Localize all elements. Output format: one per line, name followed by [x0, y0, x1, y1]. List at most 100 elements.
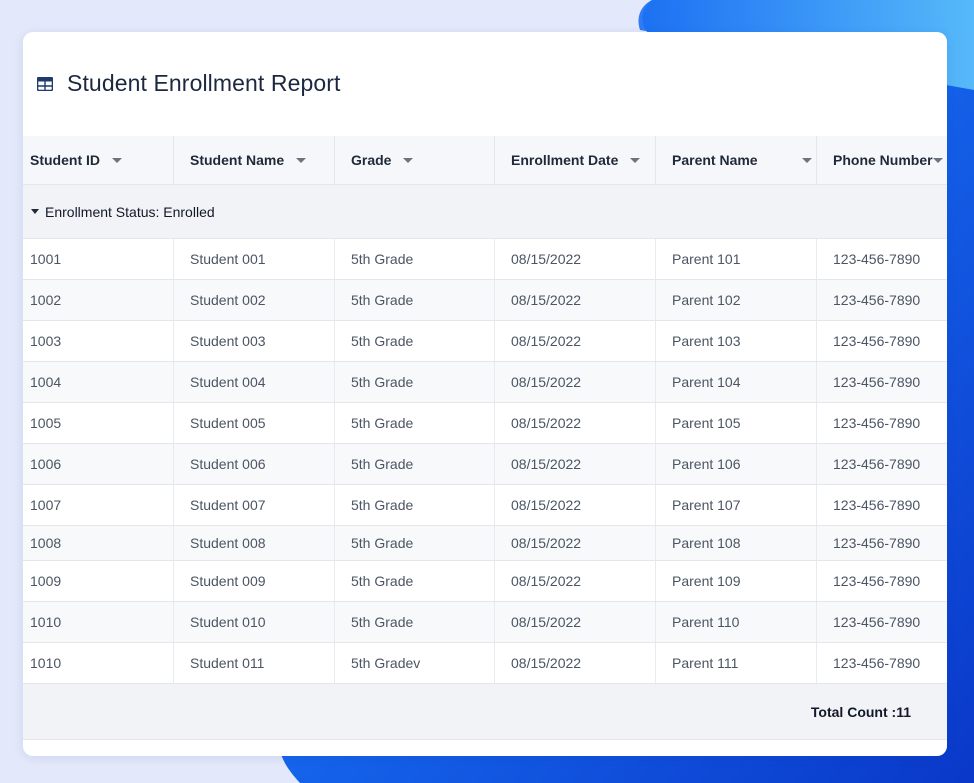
cell-parent-name: Parent 107: [656, 485, 817, 525]
cell-student-id: 1003: [23, 321, 174, 361]
cell-parent-name: Parent 102: [656, 280, 817, 320]
cell-student-name: Student 001: [174, 239, 335, 279]
cell-student-name: Student 007: [174, 485, 335, 525]
cell-parent-name: Parent 106: [656, 444, 817, 484]
cell-student-id: 1008: [23, 526, 174, 560]
cell-enrollment-date: 08/15/2022: [495, 280, 656, 320]
table-row[interactable]: 1002 Student 002 5th Grade 08/15/2022 Parent…: [23, 280, 947, 321]
column-header-label: Phone Number: [833, 152, 933, 168]
column-header-label: Parent Name: [672, 152, 758, 168]
cell-student-id: 1006: [23, 444, 174, 484]
table-row[interactable]: 1004 Student 004 5th Grade 08/15/2022 Parent…: [23, 362, 947, 403]
cell-student-id: 1007: [23, 485, 174, 525]
cell-student-name: Student 011: [174, 643, 335, 683]
report-header: Student Enrollment Report: [23, 32, 947, 136]
table-icon: [37, 77, 53, 91]
cell-student-id: 1010: [23, 602, 174, 642]
cell-parent-name: Parent 101: [656, 239, 817, 279]
cell-enrollment-date: 08/15/2022: [495, 321, 656, 361]
table-row[interactable]: 1008 Student 008 5th Grade 08/15/2022 Parent…: [23, 526, 947, 561]
cell-student-id: 1005: [23, 403, 174, 443]
cell-student-id: 1002: [23, 280, 174, 320]
table-row[interactable]: 1010 Student 010 5th Grade 08/15/2022 Parent…: [23, 602, 947, 643]
column-header-student-id[interactable]: Student ID: [23, 136, 174, 184]
cell-enrollment-date: 08/15/2022: [495, 444, 656, 484]
column-header-phone-number[interactable]: Phone Number: [817, 136, 947, 184]
cell-parent-name: Parent 109: [656, 561, 817, 601]
cell-student-name: Student 010: [174, 602, 335, 642]
column-header-parent-name[interactable]: Parent Name: [656, 136, 817, 184]
table-row[interactable]: 1005 Student 005 5th Grade 08/15/2022 Parent…: [23, 403, 947, 444]
cell-grade: 5th Grade: [335, 526, 495, 560]
sort-dropdown-icon[interactable]: [933, 157, 943, 163]
cell-grade: 5th Grade: [335, 280, 495, 320]
cell-phone-number: 123-456-7890: [833, 614, 921, 630]
cell-student-id: 1001: [23, 239, 174, 279]
cell-grade: 5th Grade: [335, 561, 495, 601]
cell-phone-number: 123-456-7890: [833, 456, 921, 472]
cell-student-name: Student 003: [174, 321, 335, 361]
cell-enrollment-date: 08/15/2022: [495, 485, 656, 525]
cell-phone-number: 123-456-7890: [833, 415, 921, 431]
cell-phone-number: 123-456-7890: [833, 292, 921, 308]
cell-grade: 5th Grade: [335, 321, 495, 361]
cell-phone-number: 123-456-7890: [833, 535, 921, 551]
cell-phone-number: 123-456-7890: [833, 655, 921, 671]
sort-dropdown-icon[interactable]: [112, 157, 122, 163]
cell-student-name: Student 004: [174, 362, 335, 402]
cell-student-name: Student 008: [174, 526, 335, 560]
cell-parent-name: Parent 105: [656, 403, 817, 443]
grid-header-row: Student ID Student Name Grade Enrollment…: [23, 136, 947, 185]
column-header-label: Enrollment Date: [511, 152, 619, 168]
table-row[interactable]: 1007 Student 007 5th Grade 08/15/2022 Parent…: [23, 485, 947, 526]
column-header-enrollment-date[interactable]: Enrollment Date: [495, 136, 656, 184]
group-label: Enrollment Status: Enrolled: [45, 203, 215, 220]
table-row[interactable]: 1006 Student 006 5th Grade 08/15/2022 Parent…: [23, 444, 947, 485]
sort-dropdown-icon[interactable]: [403, 157, 414, 163]
cell-parent-name: Parent 108: [656, 526, 817, 560]
table-row[interactable]: 1003 Student 003 5th Grade 08/15/2022 Parent…: [23, 321, 947, 362]
data-grid: Student ID Student Name Grade Enrollment…: [23, 136, 947, 740]
cell-grade: 5th Gradev: [335, 643, 495, 683]
cell-enrollment-date: 08/15/2022: [495, 602, 656, 642]
cell-parent-name: Parent 103: [656, 321, 817, 361]
cell-student-id: 1009: [23, 561, 174, 601]
column-header-label: Student Name: [190, 152, 285, 168]
cell-enrollment-date: 08/15/2022: [495, 561, 656, 601]
cell-parent-name: Parent 111: [656, 643, 817, 683]
cell-grade: 5th Grade: [335, 602, 495, 642]
sort-dropdown-icon[interactable]: [296, 157, 307, 163]
cell-enrollment-date: 08/15/2022: [495, 643, 656, 683]
cell-parent-name: Parent 110: [656, 602, 817, 642]
cell-phone-number: 123-456-7890: [833, 333, 921, 349]
column-header-student-name[interactable]: Student Name: [174, 136, 335, 184]
table-row[interactable]: 1010 Student 011 5th Gradev 08/15/2022 Paren…: [23, 643, 947, 684]
cell-enrollment-date: 08/15/2022: [495, 526, 656, 560]
cell-student-name: Student 009: [174, 561, 335, 601]
cell-phone-number: 123-456-7890: [833, 573, 921, 589]
column-header-label: Grade: [351, 152, 392, 168]
group-row-enrollment-status[interactable]: Enrollment Status: Enrolled: [23, 185, 947, 239]
cell-grade: 5th Grade: [335, 403, 495, 443]
table-row[interactable]: 1001 Student 001 5th Grade 08/15/2022 Parent…: [23, 239, 947, 280]
table-row[interactable]: 1009 Student 009 5th Grade 08/15/2022 Parent…: [23, 561, 947, 602]
column-header-label: Student ID: [30, 152, 100, 168]
total-count: Total Count :11: [810, 703, 911, 720]
cell-student-name: Student 002: [174, 280, 335, 320]
page-title: Student Enrollment Report: [67, 70, 341, 96]
cell-grade: 5th Grade: [335, 444, 495, 484]
sort-dropdown-icon[interactable]: [802, 157, 812, 163]
cell-enrollment-date: 08/15/2022: [495, 362, 656, 402]
collapse-caret-icon[interactable]: [31, 209, 39, 214]
column-header-grade[interactable]: Grade: [335, 136, 495, 184]
sort-dropdown-icon[interactable]: [630, 157, 641, 163]
cell-grade: 5th Grade: [335, 485, 495, 525]
cell-grade: 5th Grade: [335, 362, 495, 402]
cell-student-id: 1010: [23, 643, 174, 683]
cell-student-id: 1004: [23, 362, 174, 402]
cell-enrollment-date: 08/15/2022: [495, 239, 656, 279]
cell-student-name: Student 006: [174, 444, 335, 484]
cell-phone-number: 123-456-7890: [833, 251, 921, 267]
cell-parent-name: Parent 104: [656, 362, 817, 402]
cell-phone-number: 123-456-7890: [833, 374, 921, 390]
